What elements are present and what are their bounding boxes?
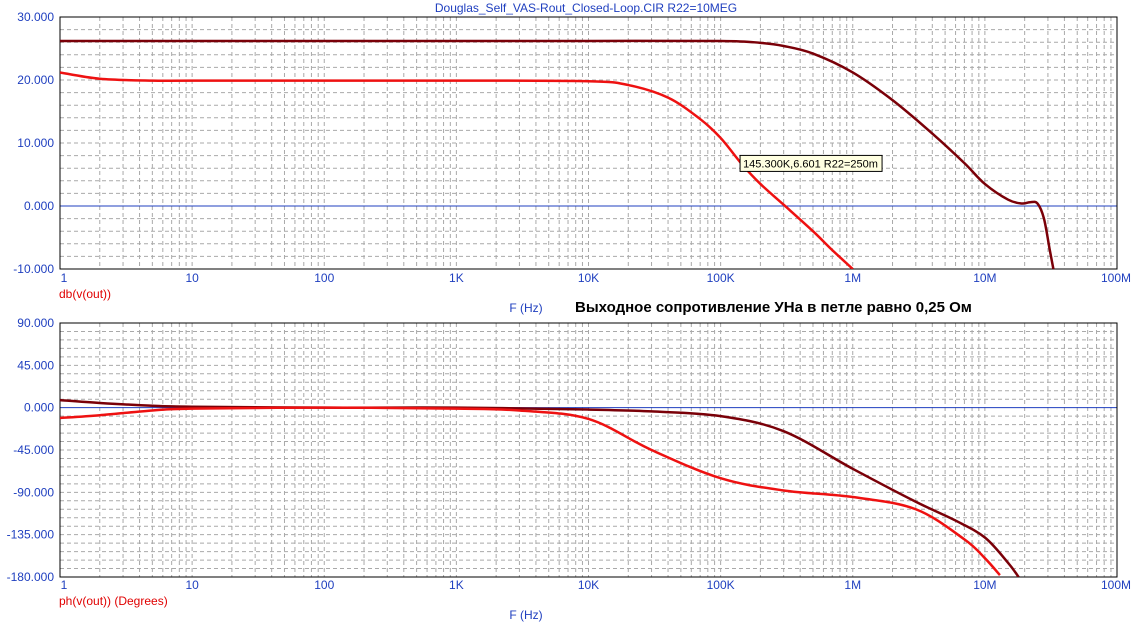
plot-frame — [59, 16, 1118, 270]
x-tick-label: 100K — [707, 271, 735, 285]
y-tick-label: -45.000 — [13, 443, 54, 457]
annotation-text: Выходное сопротивление УНа в петле равно… — [575, 299, 972, 316]
y-tick-label: -180.000 — [7, 570, 55, 584]
series-line-0 — [60, 398, 1020, 577]
y-tick-label: -10.000 — [13, 262, 54, 276]
magnitude-chart: 1 10 100 1K 10K 100K 1M 10M 100M 30.000 20.000 10.0… — [13, 10, 1131, 315]
x-tick-label: 100 — [314, 578, 334, 592]
y-tick-label: 90.000 — [17, 316, 54, 330]
x-tick-label: 10 — [185, 578, 199, 592]
plot-frame — [59, 322, 1118, 578]
y-tick-label: 0.000 — [24, 401, 54, 415]
y-axis-label: db(v(out)) — [59, 287, 111, 301]
x-tick-label: 10K — [578, 578, 599, 592]
x-axis-label: F (Hz) — [509, 301, 542, 315]
series-line-1 — [60, 71, 854, 269]
y-tick-label: 20.000 — [17, 73, 54, 87]
x-tick-label: 10 — [185, 271, 199, 285]
series-line-0 — [60, 39, 1055, 269]
x-tick-label: 1K — [449, 578, 464, 592]
x-tick-label: 1 — [61, 271, 68, 285]
y-tick-label: 0.000 — [24, 199, 54, 213]
x-tick-label: 100K — [707, 578, 735, 592]
y-tick-label: 45.000 — [17, 358, 54, 372]
x-axis-label: F (Hz) — [509, 608, 542, 622]
y-tick-label: -135.000 — [7, 528, 55, 542]
x-tick-label: 10M — [973, 271, 996, 285]
x-tick-label: 100 — [314, 271, 334, 285]
x-tick-label: 1 — [61, 578, 68, 592]
x-tick-label: 1M — [844, 578, 861, 592]
plot-title: Douglas_Self_VAS-Rout_Closed-Loop.CIR R2… — [435, 1, 737, 15]
x-tick-label: 1M — [844, 271, 861, 285]
x-tick-label: 100M — [1101, 578, 1131, 592]
cursor-readout-label: 145.300K,6.601 R22=250m — [743, 158, 878, 170]
x-tick-label: 100M — [1101, 271, 1131, 285]
cursor-readout-box — [739, 154, 883, 172]
y-axis-label: ph(v(out)) (Degrees) — [59, 594, 168, 608]
x-tick-label: 10K — [578, 271, 599, 285]
series-line-1 — [60, 406, 1001, 576]
x-tick-label: 1K — [449, 271, 464, 285]
x-tick-label: 10M — [973, 578, 996, 592]
phase-chart: 1 10 100 1K 10K 100K 1M 10M 100M 90.000 45.000 0.00… — [7, 316, 1131, 622]
y-tick-label: -90.000 — [13, 485, 54, 499]
y-tick-label: 30.000 — [17, 10, 54, 24]
y-tick-label: 10.000 — [17, 136, 54, 150]
